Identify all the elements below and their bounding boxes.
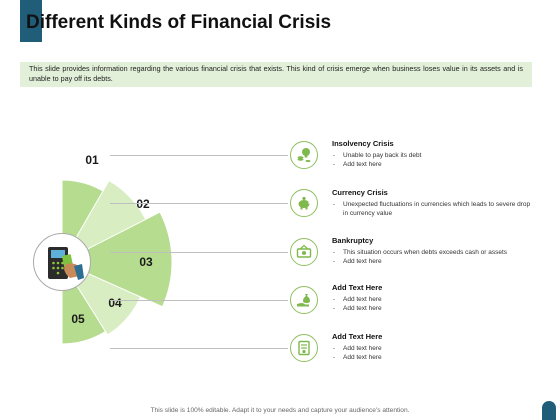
cash-bills-icon — [296, 244, 312, 258]
item-bullet: Unable to pay back its debt — [332, 151, 537, 160]
segment-number-05: 05 — [71, 312, 85, 326]
item-add-text-4: Add Text Here Add text here Add text her… — [332, 283, 537, 313]
item-bullet: Add text here — [332, 304, 537, 313]
piggy-bank-icon — [298, 196, 310, 210]
item-currency-crisis: Currency Crisis Unexpected fluctuations … — [332, 188, 537, 218]
item-bullet: Unexpected fluctuations in currencies wh… — [332, 200, 537, 218]
item-bullet: This situation occurs when debts exceeds… — [332, 248, 537, 257]
segment-number-02: 02 — [136, 197, 150, 211]
item-add-text-5: Add Text Here Add text here Add text her… — [332, 332, 537, 362]
item-bullet: Add text here — [332, 160, 537, 169]
item-title: Insolvency Crisis — [332, 139, 394, 148]
segment-number-04: 04 — [108, 296, 122, 310]
document-dollar-icon — [298, 340, 310, 356]
card-payment-terminal-icon — [48, 247, 84, 280]
item-title: Add Text Here — [332, 283, 383, 292]
item-insolvency-crisis: Insolvency Crisis Unable to pay back its… — [332, 139, 537, 169]
segment-number-01: 01 — [85, 153, 99, 167]
page-title: Different Kinds of Financial Crisis — [26, 12, 332, 33]
intro-box: This slide provides information regardin… — [20, 62, 532, 87]
center-circle — [33, 233, 91, 291]
title-accent-block — [20, 0, 42, 42]
coins-lightbulb-icon — [297, 148, 311, 162]
connector-line-4 — [110, 300, 288, 301]
item-icon-circle-3 — [290, 238, 318, 266]
item-icon-circle-2 — [290, 189, 318, 217]
item-bullet: Add text here — [332, 257, 537, 266]
segment-03 — [60, 211, 173, 308]
corner-mark — [542, 401, 556, 420]
connector-line-1 — [110, 155, 288, 156]
intro-text: This slide provides information regardin… — [29, 64, 523, 83]
footer-text: This slide is 100% editable. Adapt it to… — [150, 407, 410, 414]
item-title: Bankruptcy — [332, 236, 374, 245]
item-bullet: Add text here — [332, 353, 537, 362]
connector-line-5 — [110, 348, 288, 349]
hand-money-bag-icon — [297, 294, 310, 307]
item-icon-circle-1 — [290, 141, 318, 169]
item-bullet: Add text here — [332, 295, 537, 304]
item-title: Add Text Here — [332, 332, 383, 341]
item-title: Currency Crisis — [332, 188, 388, 197]
item-bullet: Add text here — [332, 344, 537, 353]
item-icon-circle-5 — [290, 334, 318, 362]
item-bankruptcy: Bankruptcy This situation occurs when de… — [332, 236, 537, 266]
segment-number-03: 03 — [139, 255, 153, 269]
connector-line-3 — [110, 252, 288, 253]
item-icon-circle-4 — [290, 286, 318, 314]
connector-line-2 — [110, 203, 288, 204]
